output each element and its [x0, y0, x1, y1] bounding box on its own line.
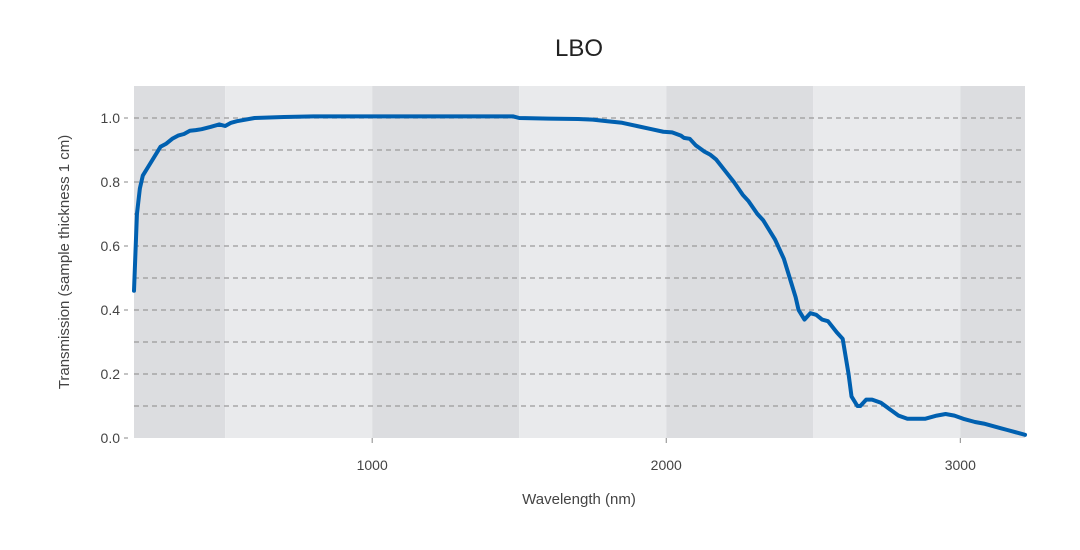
- background-band: [813, 86, 961, 438]
- background-bands: [134, 86, 1025, 438]
- background-band: [225, 86, 373, 438]
- x-axis-ticks: 1000 2000 3000: [357, 438, 976, 473]
- x-tick-label: 3000: [945, 457, 976, 473]
- y-tick-label: 0.4: [101, 302, 121, 318]
- y-tick-label: 0.2: [101, 366, 121, 382]
- x-tick-label: 2000: [651, 457, 682, 473]
- y-axis-ticks: 0.0 0.2 0.4 0.6 0.8 1.0: [101, 110, 128, 446]
- background-band: [666, 86, 814, 438]
- background-band: [134, 86, 226, 438]
- chart-title: LBO: [555, 35, 603, 62]
- y-axis-title: Transmission (sample thickness 1 cm): [56, 135, 73, 390]
- y-tick-label: 0.8: [101, 174, 121, 190]
- background-band: [372, 86, 520, 438]
- x-axis-title: Wavelength (nm): [522, 491, 636, 508]
- y-tick-label: 0.0: [101, 430, 121, 446]
- background-band: [519, 86, 667, 438]
- y-tick-label: 1.0: [101, 110, 121, 126]
- background-band: [960, 86, 1025, 438]
- x-tick-label: 1000: [357, 457, 388, 473]
- y-tick-label: 0.6: [101, 238, 121, 254]
- series-line: [132, 114, 1027, 437]
- series-layer: [132, 114, 1027, 437]
